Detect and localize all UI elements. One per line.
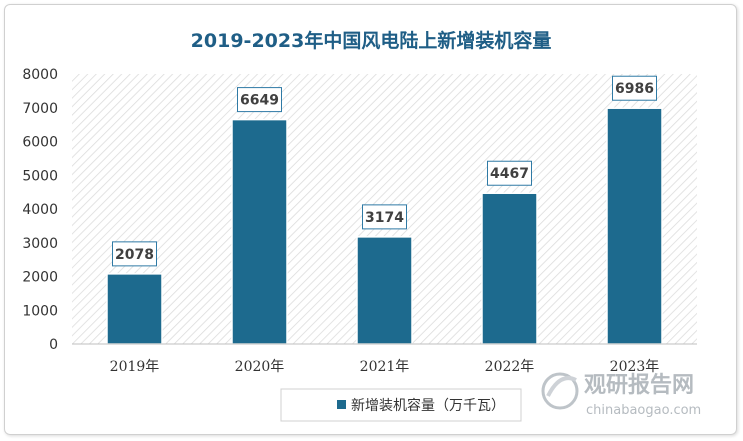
- x-tick-label: 2020年: [235, 359, 285, 375]
- data-label: 2078: [115, 247, 154, 263]
- y-tick-label: 4000: [22, 202, 58, 218]
- x-axis: 2019年 2020年 2021年 2022年 2023年: [72, 343, 697, 375]
- legend: 新增装机容量（万千瓦）: [280, 388, 522, 422]
- data-label-box: [112, 241, 157, 267]
- data-label-box: [487, 160, 532, 186]
- watermark-logo-icon: [541, 372, 579, 410]
- watermark: 观研报告网 chinabaogao.com: [541, 372, 701, 418]
- x-tick-label: 2019年: [110, 359, 160, 375]
- watermark-url: chinabaogao.com: [586, 403, 701, 418]
- y-axis: 0 1000 2000 3000 4000 5000 6000 7000 8000: [22, 67, 58, 353]
- legend-swatch: [337, 400, 346, 409]
- chart-frame: [4, 4, 737, 435]
- x-tick-label: 2023年: [610, 359, 660, 375]
- legend-label: 新增装机容量（万千瓦）: [351, 397, 505, 414]
- y-tick-label: 5000: [22, 168, 58, 184]
- legend-box: [280, 388, 522, 422]
- data-label: 4467: [490, 166, 529, 182]
- data-label: 3174: [365, 210, 404, 226]
- data-label: 6986: [615, 81, 654, 97]
- y-tick-label: 2000: [22, 270, 58, 286]
- watermark-swoosh-icon: [546, 376, 577, 397]
- bars: [106, 107, 663, 345]
- data-label-box: [237, 87, 282, 113]
- watermark-name: 观研报告网: [584, 373, 694, 398]
- data-label-box: [362, 204, 407, 230]
- data-label-box: [612, 75, 657, 101]
- bar: [481, 192, 538, 345]
- bar: [356, 236, 413, 345]
- bar: [606, 107, 663, 345]
- y-tick-label: 3000: [22, 236, 58, 252]
- y-tick-label: 7000: [22, 101, 58, 117]
- data-label: 6649: [240, 93, 279, 109]
- y-tick-label: 6000: [22, 135, 58, 151]
- bar: [231, 118, 288, 345]
- y-tick-label: 0: [49, 337, 58, 353]
- x-tick-label: 2022年: [485, 359, 535, 375]
- bar: [106, 273, 163, 345]
- y-tick-label: 1000: [22, 303, 58, 319]
- x-tick-label: 2021年: [360, 359, 410, 375]
- data-labels: 2078 6649 3174 4467 6986: [112, 75, 657, 267]
- chart-title: 2019-2023年中国风电陆上新增装机容量: [191, 29, 552, 52]
- y-tick-label: 8000: [22, 67, 58, 83]
